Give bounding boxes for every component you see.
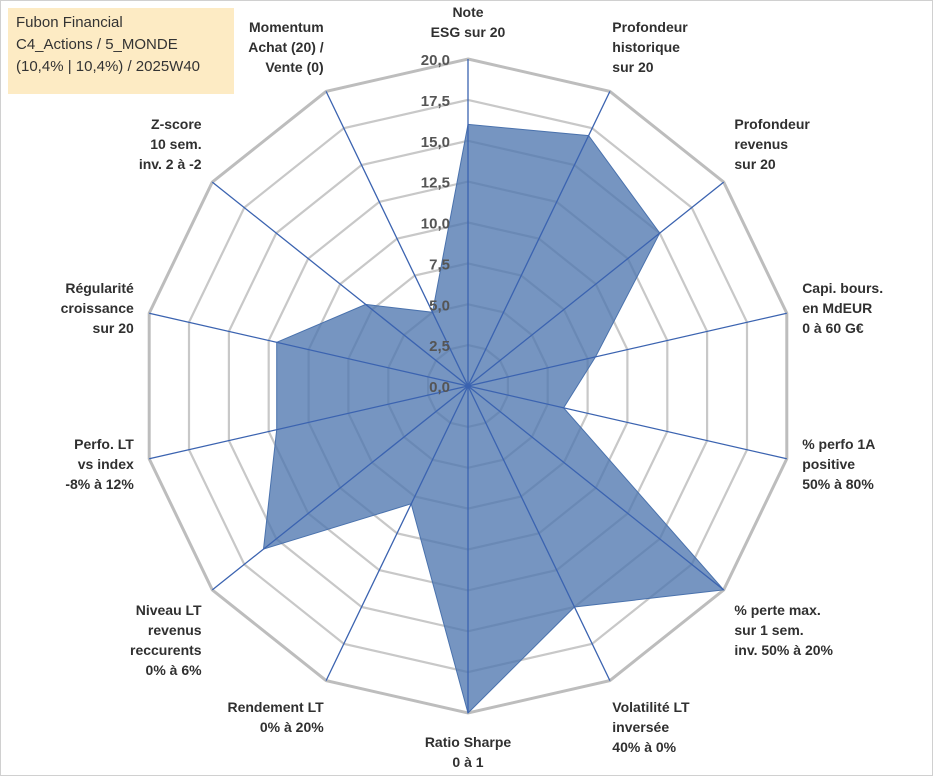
axis-label-line: Momentum — [249, 19, 324, 35]
axis-label-line: Profondeur — [734, 116, 810, 132]
axis-label: Capi. bours. en MdEUR 0 à 60 G€ — [802, 280, 883, 336]
axis-label-line: Ratio Sharpe — [425, 734, 512, 750]
info-line-1: Fubon Financial — [16, 14, 123, 31]
axis-label: Volatilité LT inversée 40% à 0% — [612, 699, 690, 755]
axis-label-line: Z-score — [151, 116, 202, 132]
axis-label-line: Perfo. LT — [74, 436, 134, 452]
axis-label-line: positive — [802, 456, 855, 472]
axis-label-line: Vente (0) — [265, 59, 323, 75]
tick-label: 2,5 — [429, 338, 450, 355]
axis-spoke — [325, 91, 469, 387]
axis-spoke — [467, 312, 787, 387]
tick-label: 5,0 — [429, 297, 450, 314]
axis-label-line: 40% à 0% — [612, 739, 676, 755]
axis-label-line: croissance — [61, 300, 134, 316]
axis-label: Z-score 10 sem. inv. 2 à -2 — [139, 116, 202, 172]
axis-spoke — [149, 312, 469, 387]
tick-label: 15,0 — [421, 134, 450, 151]
info-line-2: C4_Actions / 5_MONDE — [16, 36, 178, 53]
axis-label-line: 10 sem. — [150, 136, 201, 152]
axis-label-line: Régularité — [65, 280, 134, 296]
axis-label-line: sur 20 — [734, 156, 775, 172]
axis-label: Niveau LT revenus reccurents 0% à 6% — [130, 602, 202, 678]
info-box: Fubon Financial C4_Actions / 5_MONDE (10… — [8, 8, 234, 94]
tick-label: 10,0 — [421, 216, 450, 233]
area-layer — [262, 123, 725, 714]
axis-label: % perfo 1A positive 50% à 80% — [802, 436, 875, 492]
axis-label: Momentum Achat (20) / Vente (0) — [248, 19, 324, 75]
axis-label-line: vs index — [78, 456, 134, 472]
axis-spoke — [211, 385, 469, 591]
spoke-layer — [149, 59, 787, 713]
axis-label-line: inversée — [612, 719, 669, 735]
axis-label: Note ESG sur 20 — [431, 4, 506, 40]
series-area — [262, 123, 725, 714]
axis-label-line: sur 20 — [93, 320, 134, 336]
axis-label-line: Achat (20) / — [248, 39, 324, 55]
axis-label-line: revenus — [148, 622, 202, 638]
axis-label-line: 0 à 60 G€ — [802, 320, 864, 336]
axis-label: % perte max. sur 1 sem. inv. 50% à 20% — [734, 602, 833, 658]
tick-label: 20,0 — [421, 52, 450, 69]
axis-label-line: Profondeur — [612, 19, 688, 35]
tick-label: 12,5 — [421, 175, 450, 192]
axis-label: Régularité croissance sur 20 — [61, 280, 134, 336]
axis-label-line: Capi. bours. — [802, 280, 883, 296]
axis-label-line: inv. 50% à 20% — [734, 642, 833, 658]
tick-layer: 0,0 2,5 5,0 7,5 10,0 12,5 15,0 17,5 20,0 — [421, 52, 450, 396]
axis-label: Ratio Sharpe 0 à 1 — [425, 734, 512, 770]
axis-label-line: revenus — [734, 136, 788, 152]
tick-label: 17,5 — [421, 93, 450, 110]
axis-label-line: inv. 2 à -2 — [139, 156, 202, 172]
tick-label: 0,0 — [429, 379, 450, 396]
axis-label-line: sur 20 — [612, 59, 653, 75]
axis-label-line: sur 1 sem. — [734, 622, 803, 638]
axis-spoke — [149, 385, 469, 460]
axis-label: Profondeur historique sur 20 — [612, 19, 688, 75]
info-line-3: (10,4% | 10,4%) / 2025W40 — [16, 58, 200, 75]
tick-label: 7,5 — [429, 256, 450, 273]
axis-spoke — [467, 385, 787, 460]
axis-label: Rendement LT 0% à 20% — [227, 699, 324, 735]
axis-label: Profondeur revenus sur 20 — [734, 116, 810, 172]
axis-label-line: Note — [452, 4, 483, 20]
axis-label: Perfo. LT vs index -8% à 12% — [65, 436, 134, 492]
axis-spoke — [467, 385, 611, 681]
axis-label-line: Volatilité LT — [612, 699, 690, 715]
axis-label-line: 0% à 6% — [146, 662, 203, 678]
axis-spoke — [467, 181, 725, 387]
axis-label-line: 50% à 80% — [802, 476, 874, 492]
axis-label-line: % perte max. — [734, 602, 820, 618]
axis-label-line: en MdEUR — [802, 300, 872, 316]
axis-label-line: % perfo 1A — [802, 436, 875, 452]
label-layer: Note ESG sur 20 Profondeur historique sur 20… — [61, 4, 883, 770]
axis-spoke — [467, 91, 611, 387]
axis-label-line: -8% à 12% — [65, 476, 134, 492]
axis-spoke — [325, 385, 469, 681]
axis-label-line: ESG sur 20 — [431, 24, 506, 40]
axis-label-line: reccurents — [130, 642, 202, 658]
axis-label-line: 0% à 20% — [260, 719, 324, 735]
axis-label-line: 0 à 1 — [452, 754, 483, 770]
axis-label-line: Rendement LT — [227, 699, 324, 715]
axis-label-line: Niveau LT — [136, 602, 202, 618]
axis-spoke — [467, 385, 725, 591]
axis-spoke — [211, 181, 469, 387]
axis-label-line: historique — [612, 39, 680, 55]
